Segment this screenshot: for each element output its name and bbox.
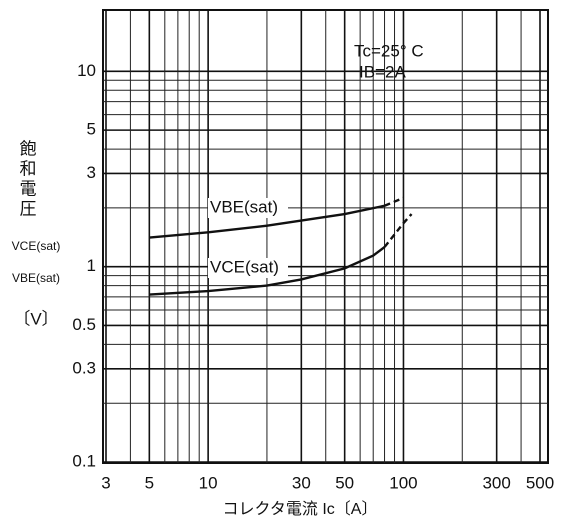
x-tick-label: 500: [526, 473, 554, 492]
series-line: [149, 246, 386, 296]
y-tick-label: 3: [87, 163, 96, 182]
x-tick-label: 10: [199, 473, 218, 492]
series-line: [383, 213, 413, 248]
x-label: コレクタ電流 Ic〔A〕: [223, 500, 378, 518]
y-label: 飽: [20, 139, 37, 158]
x-tick-label: 100: [389, 473, 417, 492]
series-label: VBE(sat): [210, 197, 278, 216]
x-tick-label: 5: [145, 473, 154, 492]
label-bg: [208, 198, 288, 218]
x-tick-label: 300: [482, 473, 510, 492]
y-label: 圧: [20, 199, 37, 218]
y-tick-label: 10: [77, 61, 96, 80]
y-label: 〔V〕: [13, 309, 58, 328]
label-bg: [208, 258, 288, 278]
annotation: Tc=25° C: [354, 41, 424, 60]
y-label: VBE(sat): [12, 271, 60, 285]
series-line: [384, 196, 404, 207]
y-label: VCE(sat): [12, 239, 61, 253]
y-tick-label: 0.3: [72, 358, 96, 377]
y-tick-label: 5: [87, 120, 96, 139]
y-tick-label: 0.5: [72, 315, 96, 334]
series-label: VCE(sat): [210, 257, 279, 276]
y-tick-label: 0.1: [72, 451, 96, 470]
x-tick-label: 50: [335, 473, 354, 492]
x-tick-label: 30: [292, 473, 311, 492]
y-label: 和: [20, 159, 37, 178]
series-line: [149, 204, 385, 239]
annotation: IB=2A: [359, 62, 406, 81]
y-label: 電: [20, 179, 37, 198]
x-tick-label: 3: [101, 473, 110, 492]
y-tick-label: 1: [87, 256, 96, 275]
